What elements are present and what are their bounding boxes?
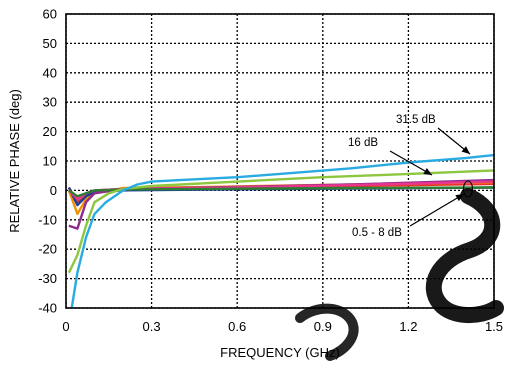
tick-labels: -40 -30 -20 -10 0 10 20 30 40 50 60 0 0.3 0.6 0.9 1.2 1.… [38, 7, 503, 335]
x-tick-label: 0 [62, 319, 69, 334]
y-tick-label: 30 [43, 95, 57, 110]
y-tick-label: 40 [43, 65, 57, 80]
y-tick-label: 50 [43, 36, 57, 51]
annotation-arrow-31-5db-head [461, 146, 470, 154]
series-line-6 [68, 186, 495, 198]
y-tick-label: 20 [43, 124, 57, 139]
annotation-arrow-16db [389, 150, 433, 176]
y-axis-label: RELATIVE PHASE (deg) [7, 89, 22, 233]
plot-frame [65, 13, 495, 309]
annotation-label-31-5db: 31.5 dB [396, 114, 436, 126]
y-tick-label: -40 [38, 301, 57, 316]
y-tick-label: 60 [43, 7, 57, 22]
annotations: 31.5 dB 16 dB 0.5 - 8 dB [348, 114, 474, 239]
series-line-7 [67, 169, 495, 274]
x-tick-label: 0.3 [143, 319, 161, 334]
annotation-label-16db: 16 dB [348, 137, 378, 149]
annotation-arrow-0-5-8db [409, 193, 465, 227]
x-tick-label: 0.6 [228, 319, 246, 334]
x-tick-label: 1.5 [485, 319, 503, 334]
x-tick-label: 1.2 [399, 319, 417, 334]
annotation-label-0-5-8db: 0.5 - 8 dB [352, 227, 402, 239]
y-tick-label: 0 [50, 183, 57, 198]
y-tick-label: 10 [43, 154, 57, 169]
annotation-arrow-16db-head [423, 167, 432, 175]
watermark-stroke-large [425, 188, 504, 324]
y-tick-label: -20 [38, 242, 57, 257]
x-axis-label: FREQUENCY (GHz) [220, 345, 340, 360]
series-line-8 [70, 153, 495, 309]
series-group [67, 153, 495, 309]
watermark-stroke-small [295, 303, 359, 361]
x-tick-label: 0.9 [314, 319, 332, 334]
y-tick-label: -30 [38, 271, 57, 286]
watermark-logo [295, 188, 504, 361]
y-tick-label: -10 [38, 212, 57, 227]
